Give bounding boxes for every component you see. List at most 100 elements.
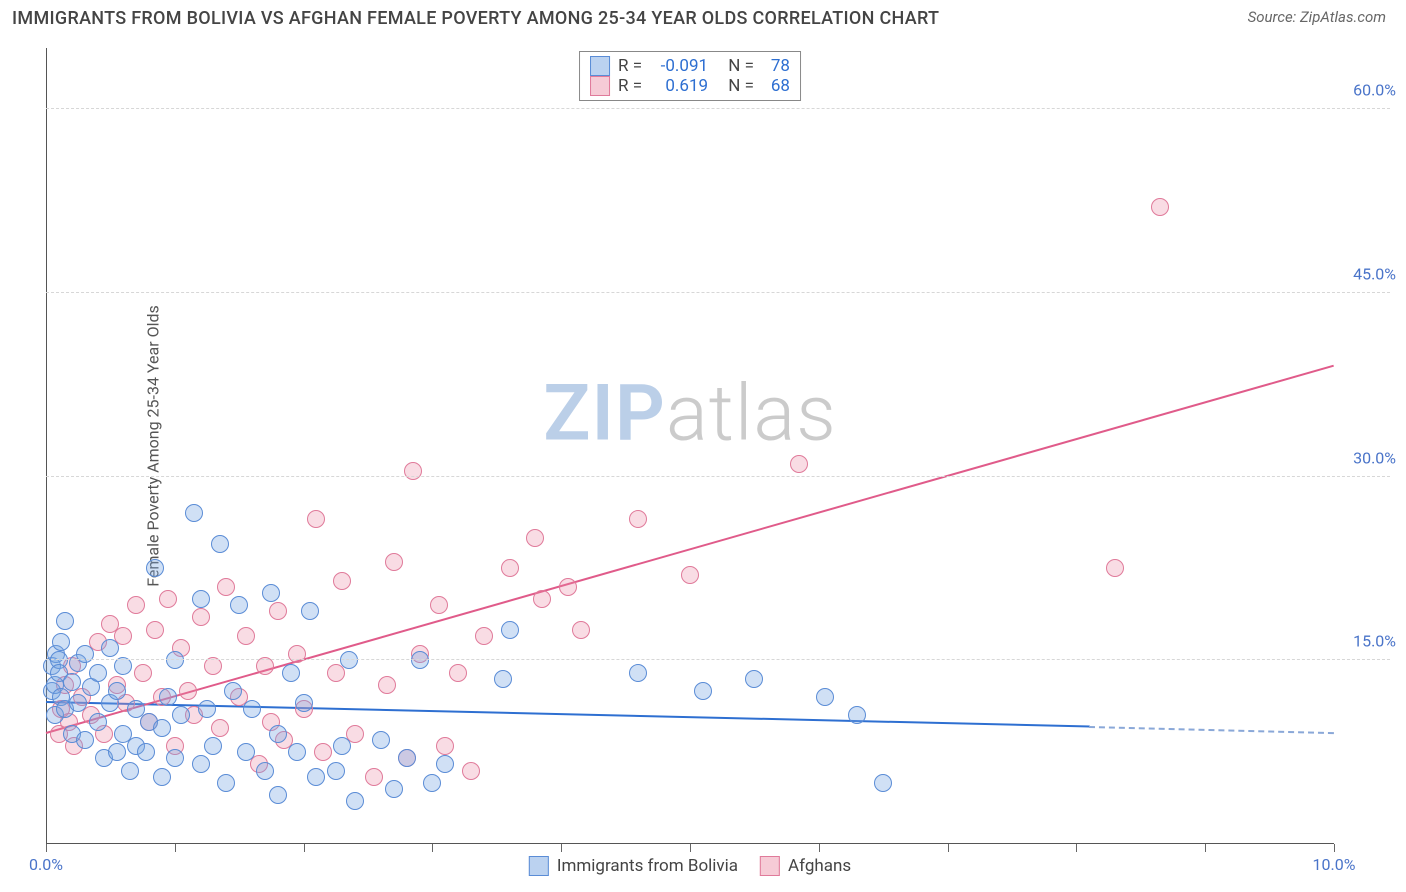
data-point-bolivia <box>269 786 287 804</box>
data-point-bolivia <box>69 694 87 712</box>
x-tick-label: 10.0% <box>1313 855 1356 874</box>
data-point-bolivia <box>166 651 184 669</box>
swatch-blue <box>529 856 549 876</box>
data-point-afghans <box>559 578 577 596</box>
data-point-bolivia <box>262 584 280 602</box>
data-point-afghans <box>333 572 351 590</box>
chart-source: Source: ZipAtlas.com <box>1248 8 1386 26</box>
x-tick <box>819 844 820 852</box>
data-point-bolivia <box>694 682 712 700</box>
data-point-afghans <box>533 590 551 608</box>
x-tick <box>1205 844 1206 852</box>
data-point-bolivia <box>346 792 364 810</box>
grid-line <box>46 108 1390 109</box>
x-tick <box>690 844 691 852</box>
legend-item-bolivia: Immigrants from Bolivia <box>529 856 738 876</box>
data-point-bolivia <box>56 612 74 630</box>
plot-region <box>46 48 1334 844</box>
data-point-bolivia <box>411 651 429 669</box>
legend-row-afghans: R = 0.619 N = 68 <box>590 76 790 96</box>
grid-line <box>46 659 1390 660</box>
data-point-afghans <box>288 645 306 663</box>
r-value-bolivia: -0.091 <box>650 56 708 76</box>
data-point-bolivia <box>423 774 441 792</box>
chart-title: IMMIGRANTS FROM BOLIVIA VS AFGHAN FEMALE… <box>12 8 939 29</box>
data-point-bolivia <box>137 743 155 761</box>
x-tick <box>432 844 433 852</box>
x-tick <box>175 844 176 852</box>
data-point-bolivia <box>340 651 358 669</box>
data-point-bolivia <box>159 688 177 706</box>
data-point-bolivia <box>816 688 834 706</box>
data-point-bolivia <box>327 762 345 780</box>
data-point-bolivia <box>307 768 325 786</box>
data-point-bolivia <box>166 749 184 767</box>
data-point-bolivia <box>198 700 216 718</box>
data-point-bolivia <box>192 590 210 608</box>
data-point-afghans <box>365 768 383 786</box>
data-point-bolivia <box>874 774 892 792</box>
data-point-afghans <box>681 566 699 584</box>
data-point-afghans <box>192 608 210 626</box>
data-point-bolivia <box>333 737 351 755</box>
data-point-bolivia <box>398 749 416 767</box>
x-tick-label: 0.0% <box>29 855 63 874</box>
series-legend: Immigrants from Bolivia Afghans <box>529 856 851 876</box>
data-point-afghans <box>211 719 229 737</box>
correlation-legend: R = -0.091 N = 78 R = 0.619 N = 68 <box>579 51 801 101</box>
data-point-afghans <box>1151 198 1169 216</box>
swatch-pink <box>760 856 780 876</box>
data-point-afghans <box>501 559 519 577</box>
trend-line <box>1089 726 1334 734</box>
data-point-bolivia <box>108 743 126 761</box>
data-point-bolivia <box>256 762 274 780</box>
n-value-bolivia: 78 <box>762 56 790 76</box>
data-point-afghans <box>134 664 152 682</box>
y-tick-label: 45.0% <box>1353 264 1396 283</box>
data-point-bolivia <box>192 755 210 773</box>
data-point-bolivia <box>745 670 763 688</box>
data-point-afghans <box>462 762 480 780</box>
grid-line <box>46 292 1390 293</box>
data-point-bolivia <box>436 755 454 773</box>
y-tick-label: 15.0% <box>1353 632 1396 651</box>
data-point-afghans <box>526 529 544 547</box>
data-point-afghans <box>217 578 235 596</box>
data-point-afghans <box>1106 559 1124 577</box>
data-point-afghans <box>237 627 255 645</box>
data-point-bolivia <box>295 694 313 712</box>
swatch-pink <box>590 76 610 96</box>
trend-line <box>46 364 1335 733</box>
data-point-bolivia <box>501 621 519 639</box>
data-point-bolivia <box>288 743 306 761</box>
data-point-afghans <box>378 676 396 694</box>
data-point-afghans <box>159 590 177 608</box>
r-value-afghans: 0.619 <box>650 76 708 96</box>
data-point-bolivia <box>301 602 319 620</box>
data-point-bolivia <box>385 780 403 798</box>
data-point-bolivia <box>372 731 390 749</box>
x-tick <box>948 844 949 852</box>
legend-item-afghans: Afghans <box>760 856 851 876</box>
data-point-afghans <box>436 737 454 755</box>
y-tick-label: 60.0% <box>1353 81 1396 100</box>
data-point-bolivia <box>153 719 171 737</box>
data-point-bolivia <box>76 731 94 749</box>
data-point-afghans <box>430 596 448 614</box>
data-point-bolivia <box>269 725 287 743</box>
data-point-bolivia <box>217 774 235 792</box>
data-point-bolivia <box>230 596 248 614</box>
data-point-bolivia <box>629 664 647 682</box>
data-point-bolivia <box>108 682 126 700</box>
y-tick-label: 30.0% <box>1353 448 1396 467</box>
data-point-bolivia <box>494 670 512 688</box>
data-point-bolivia <box>282 664 300 682</box>
data-point-afghans <box>629 510 647 528</box>
data-point-bolivia <box>848 706 866 724</box>
data-point-bolivia <box>89 664 107 682</box>
data-point-bolivia <box>52 633 70 651</box>
data-point-afghans <box>449 664 467 682</box>
data-point-afghans <box>307 510 325 528</box>
data-point-afghans <box>475 627 493 645</box>
data-point-bolivia <box>204 737 222 755</box>
